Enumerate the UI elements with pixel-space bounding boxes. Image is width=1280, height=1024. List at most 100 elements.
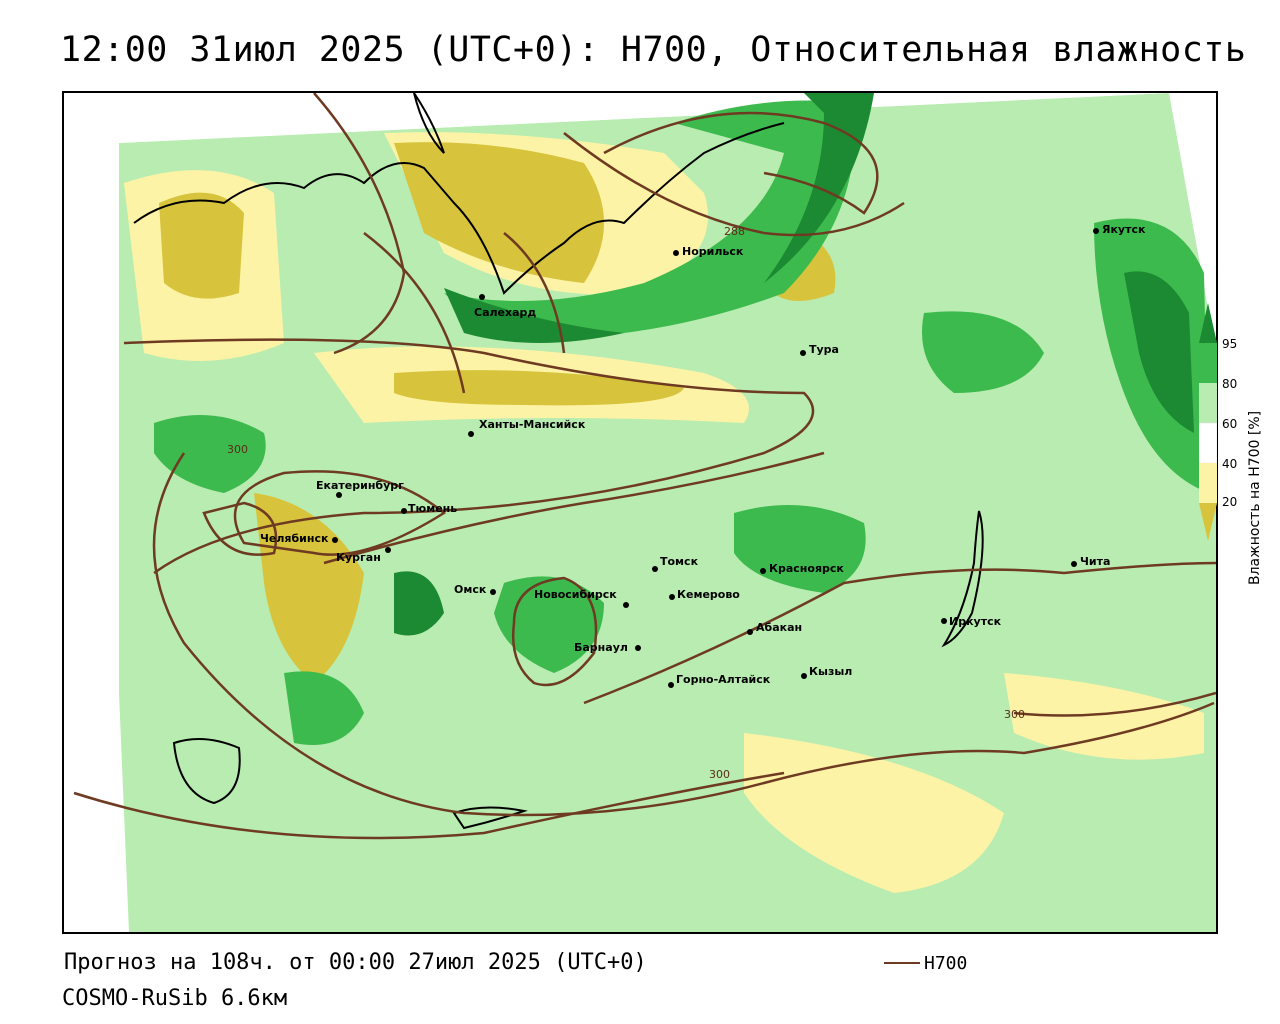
city-dot (490, 589, 496, 595)
city-label: Курган (336, 551, 381, 564)
colorbar-segment-60-80 (1199, 383, 1217, 423)
very-dry-zone-north (394, 142, 604, 283)
h700-legend-swatch (884, 962, 920, 964)
city-label: Чита (1080, 555, 1110, 568)
city-dot (401, 508, 407, 514)
city-label: Барнаул (574, 641, 628, 654)
isoline-4 (202, 501, 278, 556)
city-label: Тюмень (408, 502, 457, 515)
very-humid-zone-yakutia (1124, 271, 1194, 433)
colorbar-tick: 80 (1222, 377, 1238, 391)
colorbar-segment-20-40 (1199, 463, 1217, 503)
city-label: Челябинск (260, 532, 329, 545)
city-dot (332, 537, 338, 543)
city-label: Новосибирск (534, 588, 617, 601)
h700-legend-label: H700 (924, 953, 968, 974)
colorbar-segment-gt95 (1199, 303, 1217, 343)
novaya-zemlya-coast (413, 93, 445, 154)
isoline-9 (603, 111, 879, 215)
isoline-label: 300 (227, 443, 248, 456)
colorbar-title: Влажность на H700 [%] (1247, 410, 1263, 585)
city-dot (336, 492, 342, 498)
isoline-label: 300 (1004, 708, 1025, 721)
humidity-area-moderate (119, 93, 1216, 932)
humidity-colorbar (1199, 303, 1217, 541)
city-label: Кызыл (809, 665, 852, 678)
city-label: Якутск (1102, 223, 1146, 236)
colorbar-tick: 40 (1222, 457, 1238, 471)
city-dot (1093, 228, 1099, 234)
city-label: Омск (454, 583, 487, 596)
baikal-lake (941, 510, 984, 648)
isoline-1 (123, 338, 815, 575)
isoline-8 (563, 132, 905, 237)
city-dot (800, 350, 806, 356)
humid-zone-west (154, 415, 266, 493)
isoline-13 (1013, 691, 1216, 717)
city-label: Иркутск (949, 615, 1002, 628)
isoline-label: 300 (709, 768, 730, 781)
city-dot (385, 547, 391, 553)
isoline-novosibirsk (512, 576, 598, 687)
isoline-2 (152, 452, 1215, 817)
model-name: COSMO-RuSib 6.6км (62, 986, 288, 1011)
city-label: Томск (660, 555, 699, 568)
city-dot (941, 618, 947, 624)
isoline-5 (323, 451, 825, 565)
forecast-info: Прогноз на 108ч. от 00:00 27июл 2025 (UT… (64, 950, 647, 975)
city-dot (801, 673, 807, 679)
isoline-label: 288 (724, 225, 745, 238)
city-dot (652, 566, 658, 572)
city-dot (479, 294, 485, 300)
humid-zone-novosibirsk (494, 576, 604, 673)
humidity-map: 288 300 300 300 Якутск Норильск Салехард… (64, 93, 1216, 932)
balkhash-lake (452, 806, 528, 830)
city-dot (668, 682, 674, 688)
city-markers: Якутск Норильск Салехард Тура Ханты-Манс… (260, 223, 1146, 688)
colorbar-tick: 95 (1222, 337, 1238, 351)
colorbar-segment-lt20 (1199, 503, 1217, 541)
city-label: Абакан (756, 621, 802, 634)
city-dot (760, 568, 766, 574)
city-label: Екатеринбург (316, 479, 404, 492)
outside-domain (64, 93, 1216, 323)
very-humid-zone-omsk (394, 571, 444, 636)
map-title: 12:00 31июл 2025 (UTC+0): H700, Относите… (60, 30, 1247, 70)
h700-isolines (73, 93, 1216, 840)
isoline-11 (363, 232, 466, 394)
isoline-12 (503, 232, 566, 354)
city-dot (1071, 561, 1077, 567)
isoline-3 (233, 470, 447, 556)
humid-zone-kazakhstan (284, 671, 364, 745)
colorbar-tick: 60 (1222, 417, 1238, 431)
very-dry-band-central (394, 370, 684, 406)
isoline-10 (313, 93, 406, 355)
city-label: Кемерово (677, 588, 740, 601)
humid-zone-krasnoyarsk (734, 505, 866, 593)
city-label: Салехард (474, 306, 536, 319)
aral-sea (172, 738, 241, 805)
humid-band-north (444, 100, 856, 335)
city-dot (747, 629, 753, 635)
colorbar-segment-40-60 (1199, 422, 1217, 464)
city-label: Тура (809, 343, 839, 356)
colorbar-segment-80-95 (1199, 343, 1217, 383)
city-dot (673, 250, 679, 256)
isoline-6 (583, 561, 1216, 705)
dry-zone-east (1004, 673, 1204, 760)
city-dot (669, 594, 675, 600)
colorbar-tick: 20 (1222, 495, 1238, 509)
city-dot (623, 602, 629, 608)
city-label: Красноярск (769, 562, 844, 575)
very-humid-band-salekhard (444, 288, 624, 343)
city-label: Ханты-Мансийск (479, 418, 586, 431)
city-dot (468, 431, 474, 437)
arctic-coastline (133, 122, 785, 295)
city-dot (635, 645, 641, 651)
humid-zone-evenkia (922, 311, 1044, 393)
very-dry-zone-west (159, 192, 244, 299)
isoline-7 (73, 771, 785, 840)
map-panel: 288 300 300 300 Якутск Норильск Салехард… (62, 91, 1218, 934)
city-label: Горно-Алтайск (676, 673, 771, 686)
city-label: Норильск (682, 245, 744, 258)
